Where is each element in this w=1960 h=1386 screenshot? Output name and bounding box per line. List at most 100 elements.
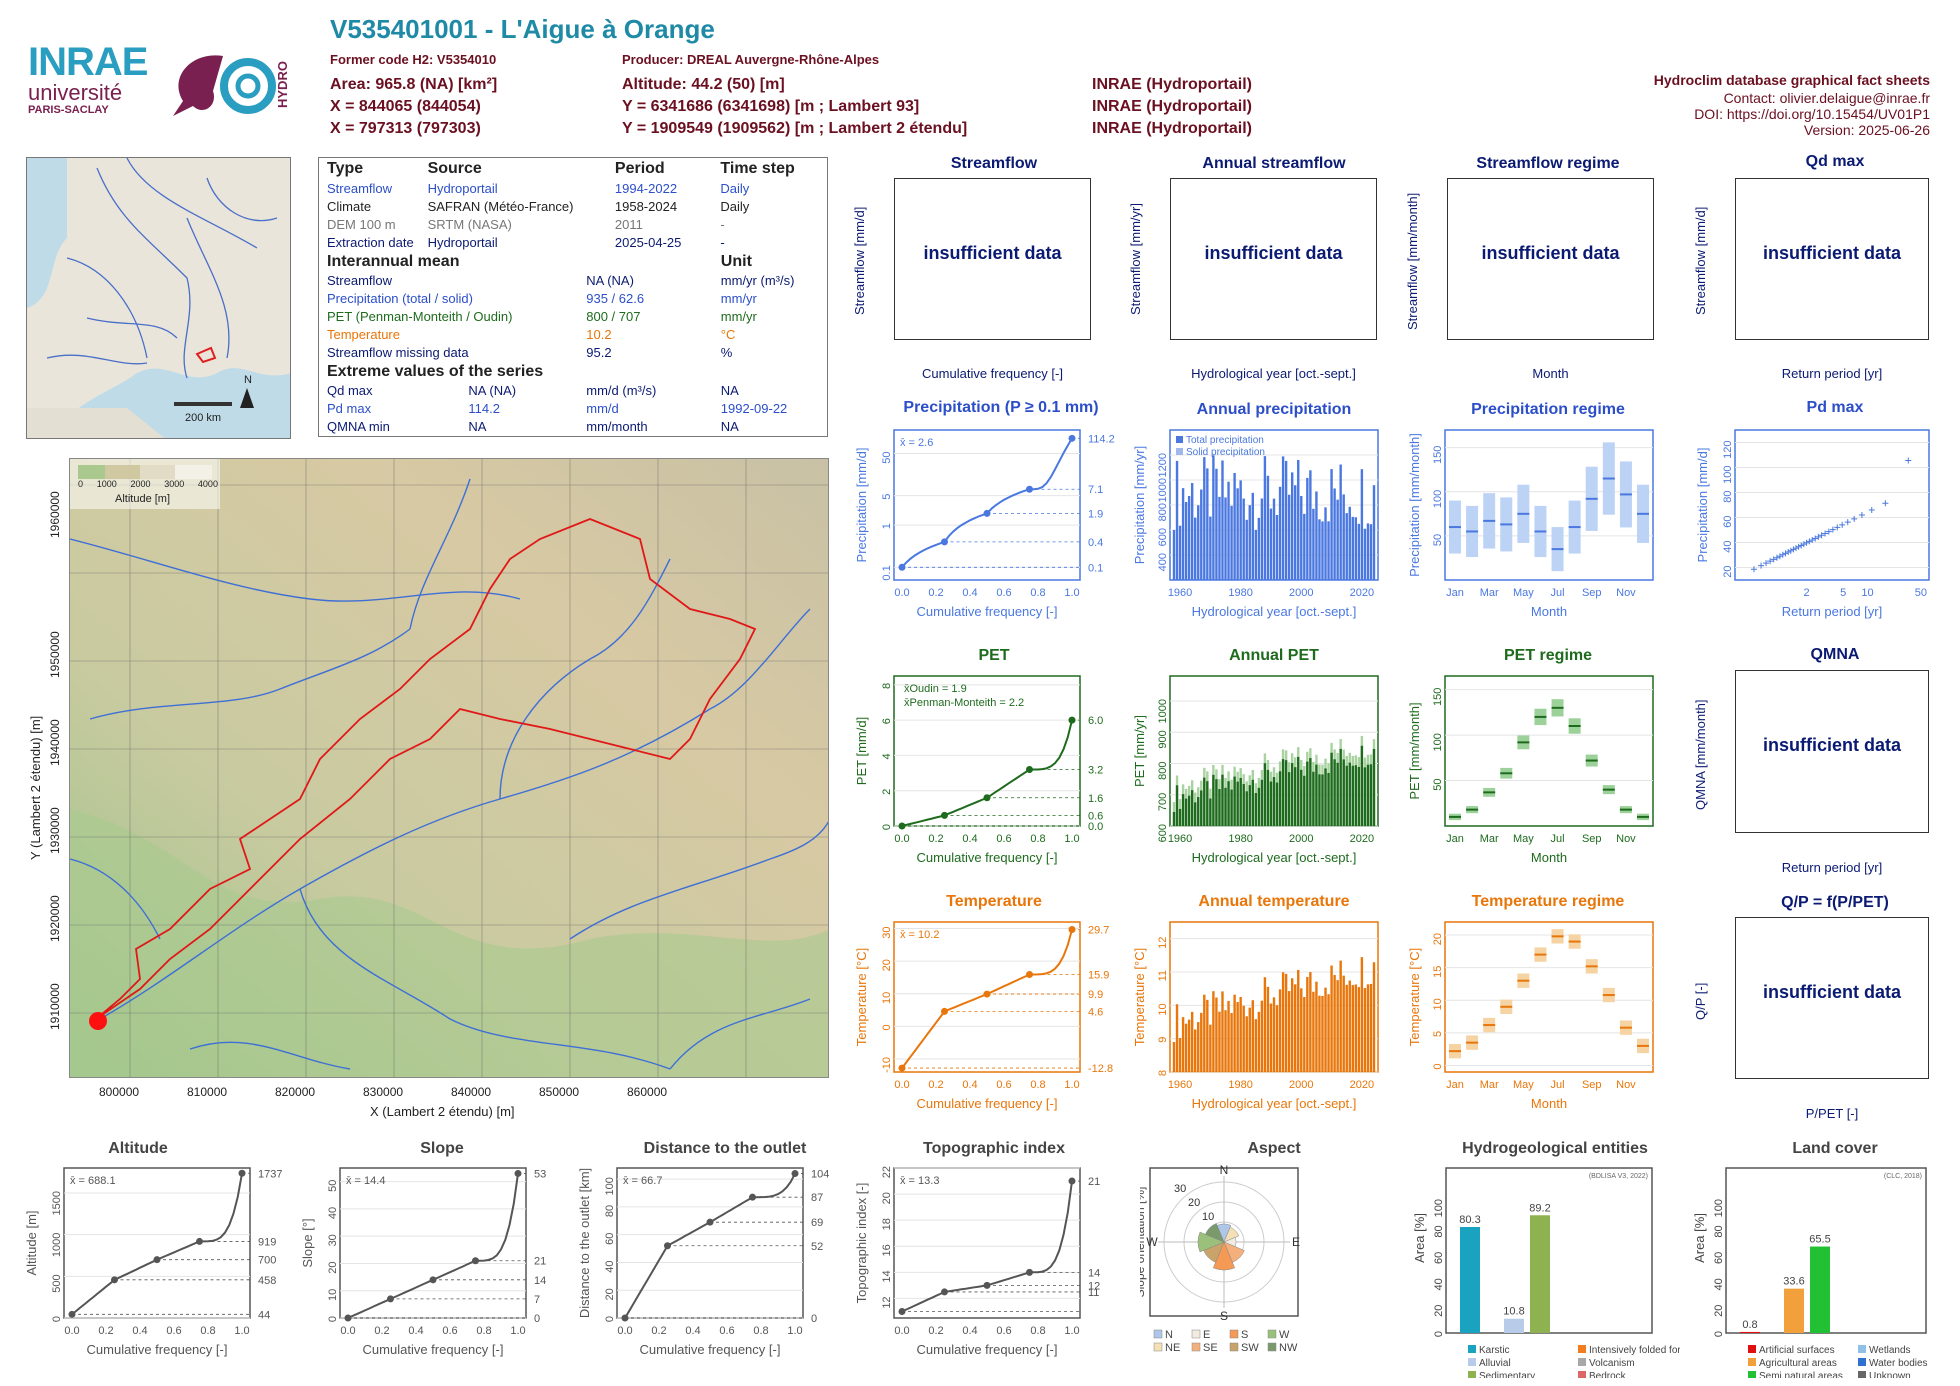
annual-max-point bbox=[1809, 536, 1816, 543]
y-tick: 1930000 bbox=[48, 807, 62, 854]
annual-streamflow-xlabel: Hydrological year [oct.-sept.] bbox=[1191, 366, 1356, 381]
bar bbox=[1203, 457, 1206, 580]
x-tick-label: 0.2 bbox=[98, 1325, 113, 1337]
bar bbox=[1342, 759, 1345, 826]
ring-label: 10 bbox=[1202, 1211, 1214, 1223]
y-tick-label: 60 bbox=[1713, 1252, 1725, 1264]
cell: SAFRAN (Météo-France) bbox=[427, 199, 574, 214]
bar bbox=[1206, 999, 1209, 1072]
bar bbox=[1284, 460, 1288, 580]
cell: mm/d bbox=[586, 401, 619, 416]
bar bbox=[1224, 1010, 1227, 1072]
quantile-label: 87 bbox=[811, 1192, 823, 1204]
legend-swatch bbox=[1176, 436, 1183, 443]
bar bbox=[1190, 790, 1194, 826]
legend-entry: SE bbox=[1203, 1342, 1218, 1354]
x-tick-label: Nov bbox=[1616, 587, 1636, 599]
bar bbox=[1312, 508, 1315, 580]
legend-entry: Wetlands bbox=[1869, 1345, 1911, 1356]
quantile-label: 0.1 bbox=[1088, 562, 1103, 574]
bar bbox=[1284, 760, 1288, 826]
bar bbox=[1303, 775, 1306, 826]
bar bbox=[1272, 777, 1276, 826]
plot-frame bbox=[1734, 429, 1930, 581]
legend-swatch bbox=[1468, 1358, 1476, 1366]
x-tick-label: Jan bbox=[1446, 1079, 1464, 1091]
legend-entry: W bbox=[1279, 1329, 1290, 1341]
bar bbox=[1230, 1013, 1233, 1072]
bar bbox=[1178, 808, 1182, 826]
annual-max-point bbox=[1795, 543, 1802, 550]
x-tick-label: 0.2 bbox=[651, 1325, 666, 1337]
bar bbox=[1257, 517, 1261, 580]
source-label: (CLC, 2018) bbox=[1884, 1173, 1922, 1180]
quantile-label: 53 bbox=[534, 1168, 546, 1180]
annual-temp-title: Annual temperature bbox=[1198, 893, 1350, 910]
bar bbox=[1354, 517, 1358, 580]
quantile-label: 3.2 bbox=[1088, 765, 1103, 777]
bar bbox=[1175, 1004, 1179, 1072]
x-tick-label: 1960 bbox=[1168, 1079, 1192, 1091]
bar bbox=[1242, 498, 1245, 580]
y-tick-label: 1000 bbox=[1157, 478, 1169, 502]
annual-max-point bbox=[1882, 500, 1889, 507]
bar bbox=[1504, 1318, 1524, 1333]
pet-regime-title: PET regime bbox=[1503, 647, 1593, 664]
quantile-label: 1.6 bbox=[1088, 793, 1103, 805]
bar bbox=[1233, 994, 1236, 1072]
annual-streamflow-title: Annual streamflow bbox=[1202, 155, 1346, 172]
bar bbox=[1297, 756, 1300, 826]
bar bbox=[1269, 508, 1273, 580]
x-tick-label: 1980 bbox=[1228, 587, 1252, 599]
y-tick-label: 100 bbox=[1433, 1199, 1445, 1217]
bar bbox=[1333, 975, 1336, 1072]
x-axis-label: Cumulative frequency [-] bbox=[917, 604, 1058, 619]
pet-cdf-chart: PET [mm/d] Cumulative frequency [-] 0 2 4 6 8 0… bbox=[854, 675, 1103, 865]
bar bbox=[1184, 1023, 1188, 1072]
source-x: INRAE (Hydroportail) bbox=[1092, 98, 1252, 115]
bar bbox=[1212, 991, 1215, 1072]
y-tick-label: 0 bbox=[881, 1024, 893, 1030]
scale-label: 200 km bbox=[185, 412, 222, 424]
bar bbox=[1366, 984, 1370, 1072]
bar bbox=[1363, 528, 1367, 580]
bar bbox=[1224, 497, 1227, 580]
x-tick-label: 0.8 bbox=[1030, 1325, 1045, 1337]
legend-tick: 0 bbox=[78, 479, 84, 489]
quantile-label: -12.8 bbox=[1088, 1063, 1113, 1075]
quantile-label: 0 bbox=[534, 1313, 540, 1325]
x-tick: 840000 bbox=[451, 1085, 492, 1099]
bar bbox=[1366, 523, 1370, 580]
aspect-title: Aspect bbox=[1247, 1140, 1301, 1157]
y-tick-label: 1200 bbox=[1157, 453, 1169, 477]
annual-precip-title: Annual precipitation bbox=[1196, 401, 1352, 418]
legend-swatch bbox=[1858, 1345, 1866, 1353]
x-tick-label: 0.8 bbox=[1030, 1079, 1045, 1091]
annual-max-point bbox=[1750, 566, 1757, 573]
x-tick: 810000 bbox=[187, 1085, 228, 1099]
x-axis-label: Month bbox=[1531, 1096, 1567, 1111]
bar bbox=[1318, 774, 1321, 826]
bar bbox=[1360, 745, 1364, 826]
y-axis-label: Precipitation [mm/month] bbox=[1407, 433, 1422, 577]
annual-max-point bbox=[1806, 538, 1813, 545]
slope-title: Slope bbox=[420, 1140, 464, 1157]
cell: mm/yr (m³/s) bbox=[720, 273, 795, 288]
unit-title: Unit bbox=[720, 253, 752, 270]
bar bbox=[1245, 791, 1248, 826]
x-axis-label: Month bbox=[1531, 604, 1567, 619]
y-tick-label: 20 bbox=[604, 1288, 616, 1300]
legend-tick: 4000 bbox=[197, 479, 218, 489]
quantile-label: 4.6 bbox=[1088, 1006, 1103, 1018]
bar-value-label: 89.2 bbox=[1529, 1202, 1550, 1214]
annual-streamflow-plot: insufficient data bbox=[1170, 178, 1377, 340]
bar bbox=[1266, 769, 1270, 826]
bar bbox=[1309, 758, 1312, 826]
direction-label: S bbox=[1220, 1309, 1228, 1323]
x-tick-label: Jul bbox=[1551, 1079, 1565, 1091]
cell: Hydroportail bbox=[427, 181, 498, 196]
quantile-label: 0.0 bbox=[1088, 821, 1103, 833]
annual-max-point bbox=[1815, 533, 1822, 540]
y-axis-label: Precipitation [mm/d] bbox=[1695, 448, 1710, 563]
north-arrow-icon bbox=[240, 388, 254, 408]
